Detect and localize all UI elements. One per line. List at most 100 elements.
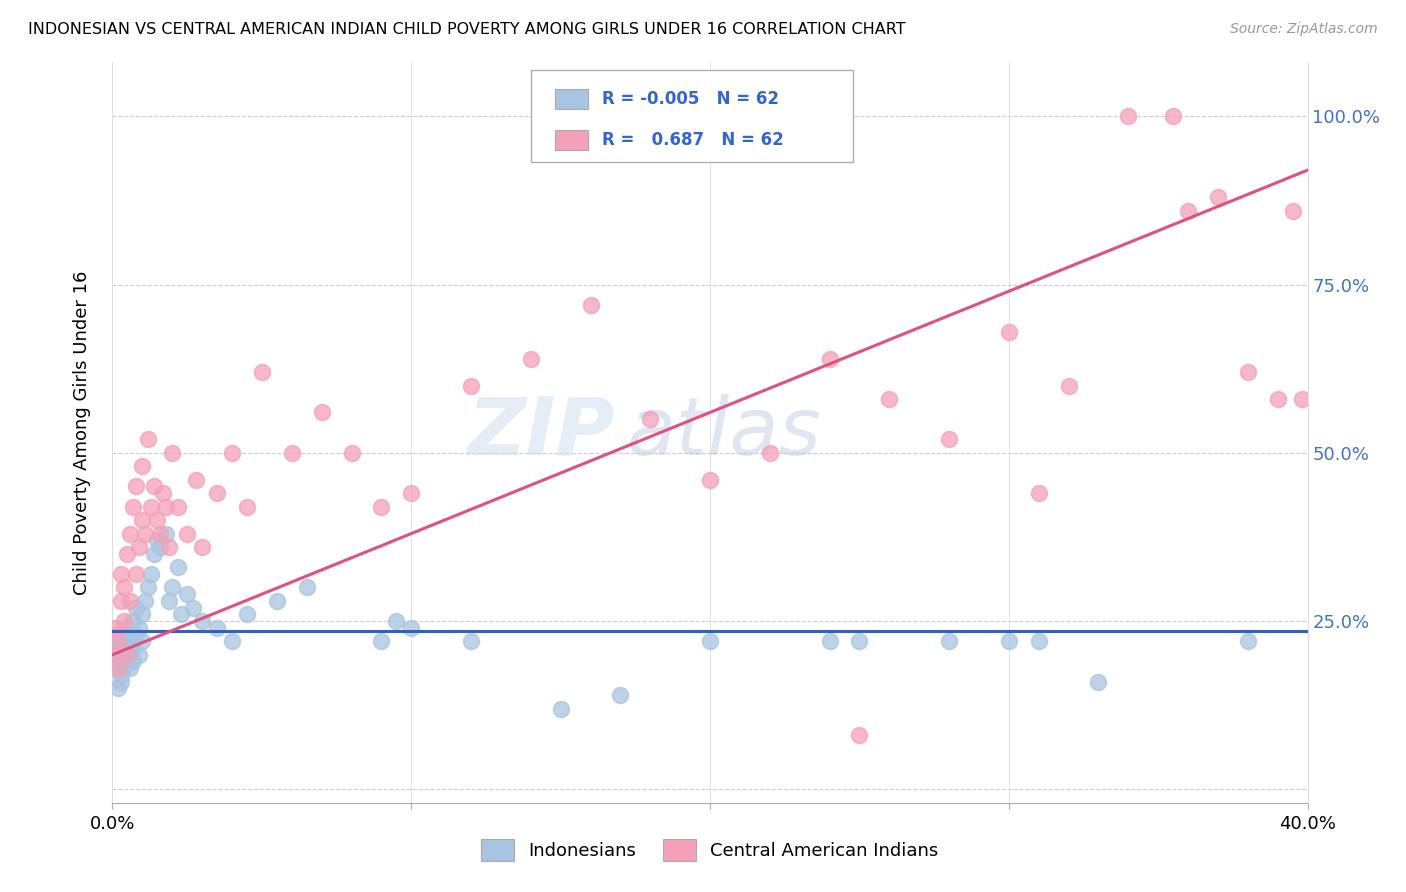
Point bbox=[938, 634, 960, 648]
Point bbox=[125, 479, 148, 493]
Point bbox=[998, 325, 1021, 339]
Point bbox=[699, 473, 721, 487]
Point bbox=[340, 446, 363, 460]
Point bbox=[125, 566, 148, 581]
Point bbox=[125, 600, 148, 615]
Point bbox=[1291, 392, 1313, 406]
Point bbox=[107, 627, 129, 641]
Point bbox=[170, 607, 193, 622]
Point bbox=[110, 648, 132, 662]
Point bbox=[176, 587, 198, 601]
Point bbox=[295, 581, 318, 595]
Point bbox=[281, 446, 304, 460]
Point bbox=[128, 621, 150, 635]
Point bbox=[141, 500, 163, 514]
Point bbox=[149, 540, 172, 554]
Point bbox=[104, 648, 127, 662]
Point bbox=[110, 640, 132, 655]
Point bbox=[191, 540, 214, 554]
Point bbox=[205, 621, 228, 635]
Point bbox=[401, 486, 423, 500]
Point bbox=[609, 688, 631, 702]
Point bbox=[1087, 674, 1109, 689]
Point bbox=[998, 634, 1021, 648]
Point bbox=[370, 500, 392, 514]
Point bbox=[122, 614, 145, 628]
Point bbox=[104, 661, 127, 675]
Point bbox=[143, 547, 166, 561]
Point bbox=[107, 655, 129, 669]
Point bbox=[114, 661, 135, 675]
Point bbox=[311, 405, 333, 419]
Point bbox=[117, 648, 139, 662]
Point bbox=[117, 627, 139, 641]
Point bbox=[879, 392, 901, 406]
Point bbox=[699, 634, 721, 648]
Point bbox=[250, 365, 273, 379]
Point bbox=[149, 526, 172, 541]
Point bbox=[110, 594, 132, 608]
Point bbox=[460, 378, 482, 392]
Point bbox=[114, 634, 135, 648]
Point bbox=[104, 648, 127, 662]
Point bbox=[134, 594, 156, 608]
FancyBboxPatch shape bbox=[531, 70, 853, 162]
Point bbox=[157, 594, 180, 608]
Point bbox=[186, 473, 208, 487]
Text: INDONESIAN VS CENTRAL AMERICAN INDIAN CHILD POVERTY AMONG GIRLS UNDER 16 CORRELA: INDONESIAN VS CENTRAL AMERICAN INDIAN CH… bbox=[28, 22, 905, 37]
FancyBboxPatch shape bbox=[554, 129, 588, 151]
Point bbox=[1057, 378, 1080, 392]
Point bbox=[460, 634, 482, 648]
Point bbox=[141, 566, 163, 581]
Text: R = -0.005   N = 62: R = -0.005 N = 62 bbox=[603, 90, 779, 108]
Point bbox=[1206, 190, 1229, 204]
Point bbox=[221, 446, 243, 460]
Point bbox=[120, 594, 142, 608]
Point bbox=[138, 581, 160, 595]
Point bbox=[848, 729, 870, 743]
Point bbox=[110, 674, 132, 689]
Point bbox=[1177, 203, 1199, 218]
Point bbox=[167, 500, 190, 514]
Point bbox=[162, 581, 183, 595]
Point bbox=[370, 634, 392, 648]
Point bbox=[120, 526, 142, 541]
Point bbox=[155, 526, 177, 541]
Point bbox=[114, 581, 135, 595]
Point bbox=[120, 661, 142, 675]
Point bbox=[122, 655, 145, 669]
Point bbox=[167, 560, 190, 574]
Point bbox=[759, 446, 782, 460]
Point bbox=[1237, 365, 1260, 379]
Point bbox=[266, 594, 288, 608]
Point bbox=[157, 540, 180, 554]
Point bbox=[114, 621, 135, 635]
Point bbox=[1028, 486, 1050, 500]
Text: Source: ZipAtlas.com: Source: ZipAtlas.com bbox=[1230, 22, 1378, 37]
Point bbox=[131, 459, 153, 474]
Point bbox=[550, 701, 572, 715]
Point bbox=[110, 566, 132, 581]
Point bbox=[107, 634, 129, 648]
Point bbox=[107, 661, 129, 675]
Point bbox=[122, 500, 145, 514]
Point bbox=[579, 298, 602, 312]
Point bbox=[114, 614, 135, 628]
Point bbox=[104, 621, 127, 635]
Point bbox=[1028, 634, 1050, 648]
Point bbox=[1237, 634, 1260, 648]
Text: ZIP: ZIP bbox=[467, 393, 614, 472]
Point bbox=[1118, 109, 1140, 123]
Text: R =   0.687   N = 62: R = 0.687 N = 62 bbox=[603, 131, 785, 149]
Point bbox=[117, 640, 139, 655]
Point bbox=[120, 634, 142, 648]
Point bbox=[152, 486, 174, 500]
Point bbox=[143, 479, 166, 493]
Point bbox=[131, 513, 153, 527]
Point bbox=[236, 500, 259, 514]
Point bbox=[818, 634, 841, 648]
Point bbox=[1281, 203, 1303, 218]
Point bbox=[122, 640, 145, 655]
Point bbox=[162, 446, 183, 460]
Point bbox=[146, 533, 169, 548]
